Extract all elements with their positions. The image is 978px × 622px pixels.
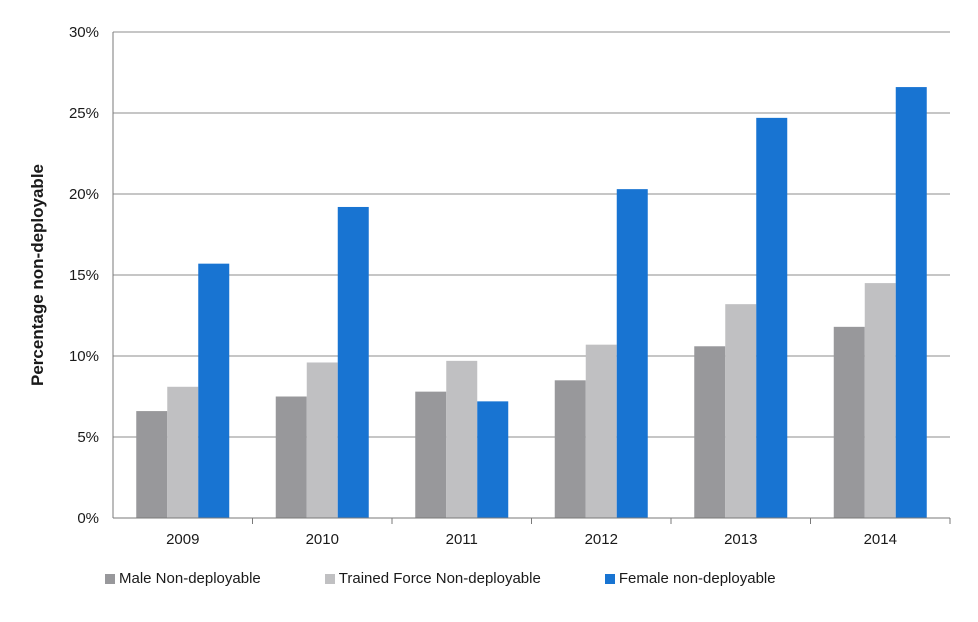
x-tick-label: 2009 [166, 531, 199, 548]
legend-swatch-female [604, 573, 615, 584]
bar-male-non-deployable-2013 [694, 346, 726, 518]
legend-label-trained-force: Trained Force Non-deployable [338, 570, 541, 587]
legend: Male Non-deployable Trained Force Non-de… [105, 570, 840, 587]
gridlines [113, 31, 950, 438]
bar-female-non-deployable-2014 [895, 87, 927, 518]
legend-item-male: Male Non-deployable [105, 570, 261, 587]
bar-trained-force-non-deployable-2010 [306, 362, 338, 518]
x-tick-label: 2013 [724, 531, 757, 548]
x-tick-label: 2011 [446, 531, 478, 548]
legend-item-female: Female non-deployable [604, 570, 776, 587]
bar-female-non-deployable-2013 [756, 117, 788, 519]
y-tick-label: 20% [69, 186, 99, 203]
bar-trained-force-non-deployable-2014 [864, 283, 896, 518]
y-tick-label: 15% [69, 267, 99, 284]
x-tick-label: 2014 [864, 531, 897, 548]
legend-swatch-male [105, 573, 115, 584]
y-tick-label: 0% [77, 510, 99, 527]
bar-female-non-deployable-2010 [337, 206, 369, 518]
bar-male-non-deployable-2010 [275, 396, 307, 518]
y-tick-label: 25% [69, 105, 99, 122]
bar-female-non-deployable-2011 [477, 401, 509, 518]
axes: 0% 5% 10% 15% 20% 25% 30% 2009 2010 2011 2012 2013 2… [69, 24, 951, 548]
x-tick-label: 2012 [585, 531, 618, 548]
legend-item-trained-force: Trained Force Non-deployable [324, 570, 541, 587]
bar-male-non-deployable-2011 [415, 391, 447, 518]
x-tick-label: 2010 [306, 531, 339, 548]
legend-label-female: Female non-deployable [618, 570, 776, 587]
y-tick-label: 5% [77, 429, 99, 446]
bar-trained-force-non-deployable-2013 [725, 304, 757, 518]
bar-female-non-deployable-2009 [198, 263, 230, 518]
bar-male-non-deployable-2012 [554, 380, 586, 518]
bar-male-non-deployable-2014 [833, 326, 865, 518]
legend-swatch-trained-force [324, 573, 335, 584]
legend-label-male: Male Non-deployable [119, 570, 261, 587]
y-tick-label: 30% [69, 24, 99, 41]
bar-trained-force-non-deployable-2012 [585, 344, 617, 518]
bar-trained-force-non-deployable-2009 [167, 386, 199, 518]
bar-trained-force-non-deployable-2011 [446, 360, 478, 518]
bar-female-non-deployable-2012 [616, 189, 648, 518]
bar-male-non-deployable-2009 [136, 411, 168, 518]
y-axis-title: Percentage non-deployable [28, 164, 47, 386]
bars [136, 87, 927, 519]
y-tick-label: 10% [69, 348, 99, 365]
